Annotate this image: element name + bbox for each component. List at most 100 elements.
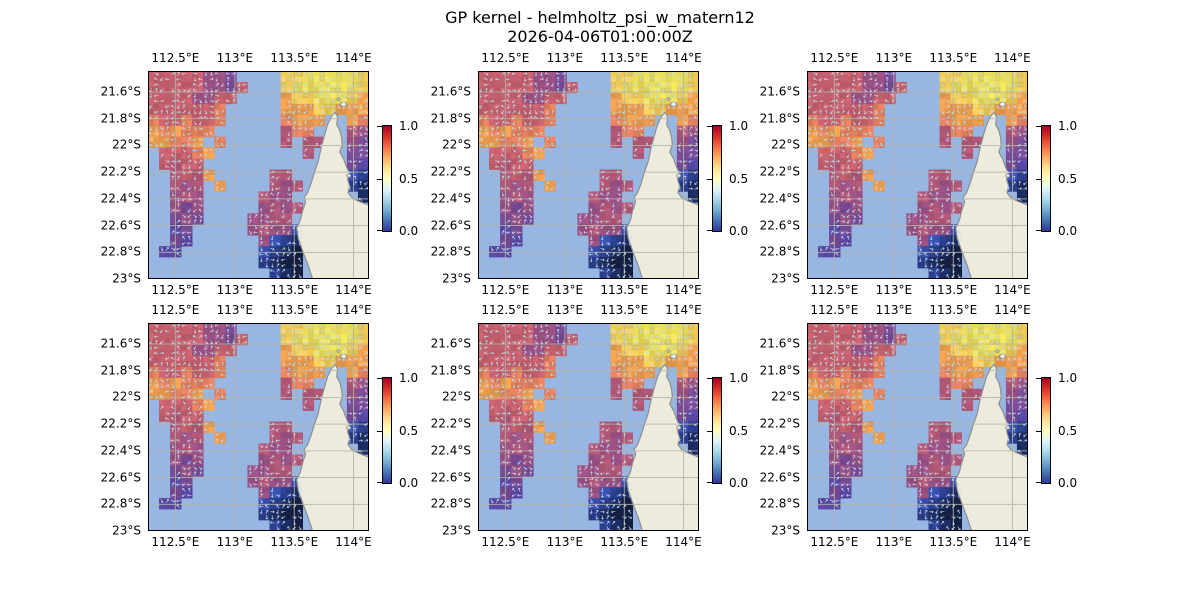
y-tick-label: 21.8°S <box>430 111 471 126</box>
colorbar-tick-label: 0.0 <box>399 224 419 238</box>
subplot-panel-r1c2: 112.5°E 112.5°E 113°E 113°E 113.5°E 113.5°E 11… <box>431 52 748 297</box>
x-tick-label-bottom: 113°E <box>216 283 254 297</box>
colorbar-tick-label: 1.0 <box>1058 119 1078 133</box>
colorbar-tick-mark <box>707 230 712 231</box>
quiver-arrows <box>478 71 699 279</box>
x-tick-label-top: 113.5°E <box>270 303 319 317</box>
colorbar-tick-mark <box>377 430 382 432</box>
colorbar-tick-label: 0.5 <box>1058 423 1078 438</box>
colorbar-tick-mark <box>377 126 382 127</box>
y-tick-label: 22.2°S <box>430 416 471 431</box>
x-tick-label-top: 113°E <box>216 51 254 65</box>
x-tick-label-bottom: 112.5°E <box>810 283 859 297</box>
y-tick-label: 23°S <box>442 523 471 538</box>
y-tick-label: 22.4°S <box>759 443 800 458</box>
map-canvas <box>478 71 699 279</box>
y-tick-label: 22.4°S <box>759 191 800 206</box>
colorbar-tick-label: 1.0 <box>729 371 749 385</box>
y-tick-label: 22°S <box>442 389 471 404</box>
x-tick-label-bottom: 113.5°E <box>929 535 978 549</box>
y-tick-label: 22°S <box>112 137 141 152</box>
map-canvas <box>148 71 369 279</box>
y-tick-label: 22.8°S <box>430 244 471 259</box>
map-canvas <box>807 323 1028 531</box>
y-tick-label: 22.6°S <box>100 470 141 485</box>
x-tick-label-bottom: 112.5°E <box>481 283 530 297</box>
x-tick-label-top: 113.5°E <box>600 303 649 317</box>
quiver-arrows <box>807 323 1028 531</box>
y-tick-label: 22.2°S <box>759 416 800 431</box>
colorbar-tick-label: 1.0 <box>399 371 419 385</box>
y-tick-label: 22.6°S <box>759 470 800 485</box>
axes-frame <box>148 323 369 531</box>
y-tick-label: 22.2°S <box>100 164 141 179</box>
y-tick-label: 22.6°S <box>100 218 141 233</box>
y-tick-label: 22.4°S <box>100 443 141 458</box>
x-tick-label-top: 114°E <box>335 51 372 65</box>
y-tick-label: 22.2°S <box>100 416 141 431</box>
y-tick-label: 22°S <box>771 389 800 404</box>
colorbar-gradient <box>712 125 722 232</box>
colorbar-tick-mark <box>707 126 712 127</box>
y-tick-label: 22.6°S <box>430 218 471 233</box>
colorbar-tick-label: 0.0 <box>1058 476 1078 490</box>
y-tick-label: 22.6°S <box>430 470 471 485</box>
quiver-arrows <box>148 323 369 531</box>
x-tick-label-top: 112.5°E <box>151 303 200 317</box>
colorbar-tick-mark <box>707 178 712 180</box>
y-tick-label: 21.6°S <box>100 84 141 99</box>
x-tick-label-bottom: 114°E <box>994 283 1031 297</box>
y-tick-label: 22.2°S <box>759 164 800 179</box>
x-tick-label-top: 113.5°E <box>929 51 978 65</box>
colorbar-tick-label: 1.0 <box>399 119 419 133</box>
y-tick-label: 22.6°S <box>759 218 800 233</box>
colorbar-tick-label: 0.5 <box>399 171 419 186</box>
colorbar-tick-mark <box>377 230 382 231</box>
x-tick-label-top: 113.5°E <box>270 51 319 65</box>
x-tick-label-bottom: 113.5°E <box>270 283 319 297</box>
quiver-arrows <box>478 323 699 531</box>
y-tick-label: 21.6°S <box>759 84 800 99</box>
map-canvas <box>478 323 699 531</box>
y-tick-label: 21.8°S <box>759 363 800 378</box>
islands <box>995 97 1011 178</box>
x-tick-label-bottom: 113°E <box>546 535 584 549</box>
y-tick-label: 22.4°S <box>430 191 471 206</box>
x-tick-label-bottom: 114°E <box>665 535 702 549</box>
map-canvas <box>148 323 369 531</box>
islands <box>336 349 352 430</box>
x-tick-label-bottom: 113.5°E <box>600 535 649 549</box>
y-tick-label: 23°S <box>112 523 141 538</box>
colorbar-tick-mark <box>377 378 382 379</box>
quiver-arrows <box>148 71 369 279</box>
y-tick-label: 22.8°S <box>430 496 471 511</box>
axes-frame <box>148 71 369 279</box>
x-tick-label-bottom: 113.5°E <box>600 283 649 297</box>
colorbar-gradient <box>1041 377 1051 484</box>
y-tick-label: 23°S <box>442 271 471 286</box>
x-tick-label-top: 113.5°E <box>600 51 649 65</box>
x-tick-label-bottom: 113°E <box>875 283 913 297</box>
y-tick-label: 21.8°S <box>100 363 141 378</box>
subplot-panel-r2c3: 112.5°E 112.5°E 113°E 113°E 113.5°E 113.5°E 11… <box>760 304 1077 549</box>
x-tick-label-top: 113°E <box>875 51 913 65</box>
colorbar-tick-label: 0.5 <box>1058 171 1078 186</box>
y-tick-label: 23°S <box>771 523 800 538</box>
x-tick-label-bottom: 112.5°E <box>151 535 200 549</box>
y-tick-label: 22°S <box>771 137 800 152</box>
y-tick-label: 21.8°S <box>430 363 471 378</box>
map-canvas <box>807 71 1028 279</box>
figure-subtitle: 2026-04-06T01:00:00Z <box>507 27 693 46</box>
y-tick-label: 22.8°S <box>100 244 141 259</box>
colorbar-gradient <box>1041 125 1051 232</box>
x-tick-label-top: 112.5°E <box>481 303 530 317</box>
x-tick-label-top: 112.5°E <box>810 51 859 65</box>
x-tick-label-bottom: 113°E <box>546 283 584 297</box>
y-tick-label: 22.4°S <box>430 443 471 458</box>
colorbar-tick-mark <box>707 482 712 483</box>
x-tick-label-top: 113°E <box>875 303 913 317</box>
subplot-panel-r1c3: 112.5°E 112.5°E 113°E 113°E 113.5°E 113.5°E 11… <box>760 52 1077 297</box>
x-tick-label-top: 114°E <box>665 51 702 65</box>
colorbar-gradient <box>382 125 392 232</box>
